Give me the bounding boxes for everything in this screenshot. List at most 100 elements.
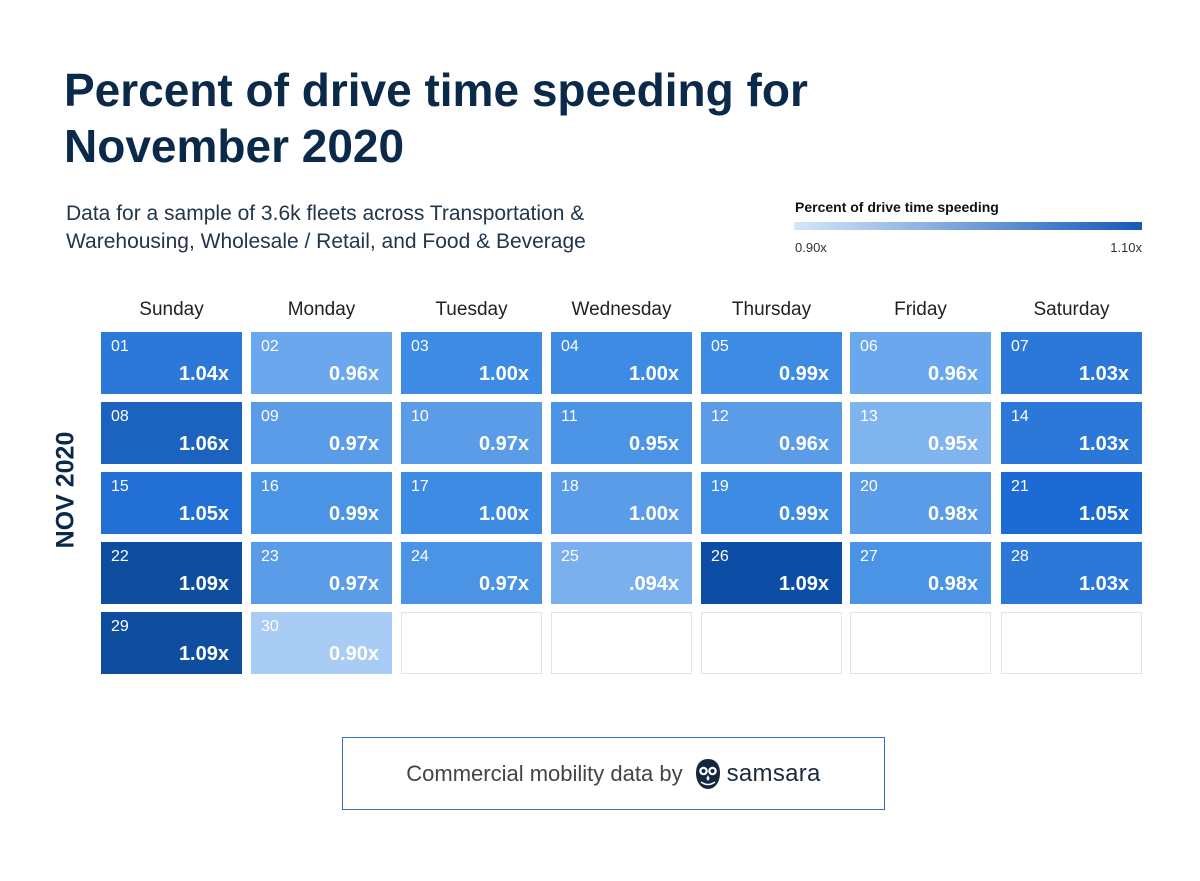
footer-text: Commercial mobility data by <box>406 760 683 786</box>
day-cell-25: 25 .094x <box>551 542 692 604</box>
day-number: 14 <box>1011 408 1029 425</box>
day-value: 1.05x <box>178 503 229 525</box>
day-cell-11: 11 0.95x <box>551 402 692 464</box>
day-number: 05 <box>711 338 729 355</box>
day-number: 24 <box>411 548 429 565</box>
day-number: 18 <box>561 478 579 495</box>
day-number: 27 <box>860 548 878 565</box>
day-value: 1.09x <box>178 643 229 665</box>
day-number: 04 <box>561 338 579 355</box>
day-cell-28: 28 1.03x <box>1001 542 1142 604</box>
day-value: 0.97x <box>328 573 379 595</box>
day-cell-22: 22 1.09x <box>101 542 242 604</box>
day-number: 29 <box>111 618 129 635</box>
day-value: 0.98x <box>927 503 978 525</box>
day-value: 0.95x <box>628 433 679 455</box>
day-cell-27: 27 0.98x <box>850 542 991 604</box>
legend-title: Percent of drive time speeding <box>795 199 999 215</box>
day-value: 0.95x <box>927 433 978 455</box>
empty-cell <box>850 612 991 674</box>
day-header-wednesday: Wednesday <box>571 299 672 320</box>
day-value: 0.90x <box>328 643 379 665</box>
day-number: 02 <box>261 338 279 355</box>
empty-cell <box>701 612 842 674</box>
day-cell-01: 01 1.04x <box>101 332 242 394</box>
day-value: 1.00x <box>628 503 679 525</box>
day-cell-03: 03 1.00x <box>401 332 542 394</box>
chart-title-line-1: Percent of drive time speeding for <box>64 64 808 116</box>
day-cell-12: 12 0.96x <box>701 402 842 464</box>
day-number: 08 <box>111 408 129 425</box>
day-header-friday: Friday <box>894 299 947 320</box>
day-value: 0.97x <box>478 573 529 595</box>
day-cell-23: 23 0.97x <box>251 542 392 604</box>
day-number: 25 <box>561 548 579 565</box>
day-cell-20: 20 0.98x <box>850 472 991 534</box>
day-header-thursday: Thursday <box>731 299 812 320</box>
day-value: 1.09x <box>778 573 829 595</box>
chart-subtitle-line-2: Warehousing, Wholesale / Retail, and Foo… <box>66 230 586 253</box>
day-cell-08: 08 1.06x <box>101 402 242 464</box>
day-cell-05: 05 0.99x <box>701 332 842 394</box>
day-value: 1.00x <box>478 503 529 525</box>
day-cell-09: 09 0.97x <box>251 402 392 464</box>
day-number: 22 <box>111 548 129 565</box>
samsara-owl-icon <box>695 758 721 790</box>
day-number: 23 <box>261 548 279 565</box>
chart-title-line-2: November 2020 <box>64 120 405 172</box>
day-number: 20 <box>860 478 878 495</box>
footer-attribution: Commercial mobility data by samsara <box>342 737 885 810</box>
day-value: 0.96x <box>927 363 978 385</box>
empty-cell <box>1001 612 1142 674</box>
empty-cell <box>401 612 542 674</box>
day-value: 1.00x <box>478 363 529 385</box>
day-cell-16: 16 0.99x <box>251 472 392 534</box>
day-cell-21: 21 1.05x <box>1001 472 1142 534</box>
day-cell-02: 02 0.96x <box>251 332 392 394</box>
day-cell-29: 29 1.09x <box>101 612 242 674</box>
day-number: 28 <box>1011 548 1029 565</box>
day-value: 1.05x <box>1078 503 1129 525</box>
day-header-saturday: Saturday <box>1033 299 1110 320</box>
day-header-sunday: Sunday <box>139 299 204 320</box>
day-value: 1.04x <box>178 363 229 385</box>
day-number: 30 <box>261 618 279 635</box>
day-number: 13 <box>860 408 878 425</box>
day-cell-24: 24 0.97x <box>401 542 542 604</box>
day-cell-10: 10 0.97x <box>401 402 542 464</box>
day-header-tuesday: Tuesday <box>435 299 508 320</box>
day-value: 0.96x <box>778 433 829 455</box>
day-number: 26 <box>711 548 729 565</box>
day-number: 07 <box>1011 338 1029 355</box>
day-value: 0.99x <box>778 363 829 385</box>
day-number: 01 <box>111 338 129 355</box>
day-value: 0.97x <box>478 433 529 455</box>
day-number: 03 <box>411 338 429 355</box>
empty-cell <box>551 612 692 674</box>
day-value: 0.97x <box>328 433 379 455</box>
day-value: 1.09x <box>178 573 229 595</box>
day-value: 0.99x <box>778 503 829 525</box>
day-value: 1.00x <box>628 363 679 385</box>
day-header-monday: Monday <box>287 299 356 320</box>
day-value: 0.96x <box>328 363 379 385</box>
day-number: 17 <box>411 478 429 495</box>
day-value: 0.99x <box>328 503 379 525</box>
day-cell-14: 14 1.03x <box>1001 402 1142 464</box>
day-number: 16 <box>261 478 279 495</box>
day-cell-17: 17 1.00x <box>401 472 542 534</box>
day-cell-30: 30 0.90x <box>251 612 392 674</box>
chart-title: Percent of drive time speeding for Novem… <box>64 62 964 174</box>
day-number: 06 <box>860 338 878 355</box>
day-number: 10 <box>411 408 429 425</box>
day-cell-26: 26 1.09x <box>701 542 842 604</box>
day-cell-06: 06 0.96x <box>850 332 991 394</box>
day-cell-15: 15 1.05x <box>101 472 242 534</box>
color-legend: Percent of drive time speeding 0.90x 1.1… <box>782 196 1144 266</box>
legend-min-label: 0.90x <box>795 240 827 255</box>
day-cell-18: 18 1.00x <box>551 472 692 534</box>
day-value: 0.98x <box>927 573 978 595</box>
legend-gradient-bar <box>794 222 1142 230</box>
day-cell-04: 04 1.00x <box>551 332 692 394</box>
